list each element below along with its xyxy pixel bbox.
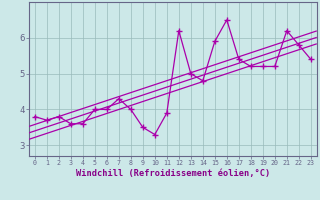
X-axis label: Windchill (Refroidissement éolien,°C): Windchill (Refroidissement éolien,°C) — [76, 169, 270, 178]
